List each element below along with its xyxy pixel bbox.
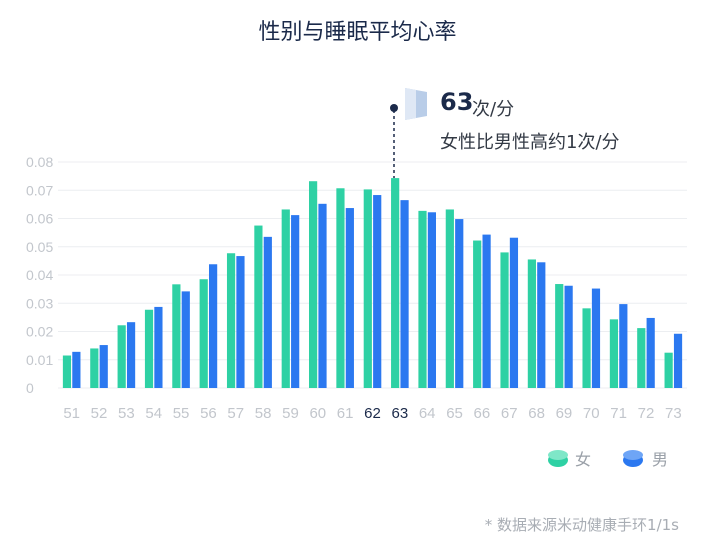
x-tick-label: 51 (63, 405, 80, 422)
bar-male-60 (318, 203, 327, 388)
bar-male-70 (591, 288, 601, 388)
bar-male-66 (482, 234, 491, 388)
bars (62, 178, 683, 388)
callout-dot (390, 104, 398, 112)
bar-male-54 (154, 306, 163, 388)
y-tick-label: 0.07 (26, 182, 53, 198)
bar-female-58 (254, 225, 263, 388)
bar-female-60 (309, 181, 318, 388)
chart-title: 性别与睡眠平均心率 (258, 20, 457, 45)
bar-male-61 (345, 208, 354, 388)
bar-male-67 (509, 237, 519, 388)
x-tick-label: 67 (501, 405, 518, 422)
legend-markers (548, 450, 643, 467)
x-tick-label: 71 (610, 405, 627, 422)
bar-female-59 (281, 209, 290, 388)
bar-female-62 (363, 189, 372, 388)
bar-male-62 (373, 195, 382, 388)
bar-female-72 (637, 328, 646, 388)
x-tick-label: 63 (392, 405, 409, 422)
y-tick-label: 0.05 (26, 239, 53, 255)
bar-female-53 (117, 325, 126, 388)
y-tick-label: 0.08 (26, 154, 53, 170)
bar-female-55 (172, 284, 181, 388)
x-tick-label: 69 (556, 405, 573, 422)
bar-female-54 (144, 309, 154, 388)
x-tick-labels: 51 52 53 54 55 56 57 58 59 60 61 62 63 64 65 66 67 68 69 70… (63, 405, 681, 422)
x-tick-label: 61 (337, 405, 354, 422)
x-tick-label: 72 (638, 405, 655, 422)
y-tick-label: 0.06 (26, 211, 53, 227)
legend-female-label: 女 (575, 450, 592, 469)
bar-female-73 (664, 352, 673, 388)
bar-female-70 (582, 308, 591, 388)
x-tick-label: 54 (145, 405, 162, 422)
callout-marker (390, 88, 427, 178)
x-tick-label: 53 (118, 405, 135, 422)
callout-text: 女性比男性高约1次/分 (440, 132, 620, 153)
bar-female-51 (62, 355, 72, 388)
bar-male-72 (646, 317, 655, 388)
bar-female-61 (336, 188, 345, 388)
x-tick-label: 68 (528, 405, 545, 422)
bar-female-65 (445, 209, 454, 388)
gridlines (58, 161, 687, 389)
x-tick-label: 52 (91, 405, 108, 422)
bar-male-68 (537, 262, 546, 388)
bar-male-52 (99, 345, 108, 388)
y-tick-label: 0.01 (26, 352, 53, 368)
bar-male-56 (209, 264, 218, 388)
bar-male-63 (400, 200, 409, 388)
bar-male-65 (455, 219, 464, 388)
bar-female-57 (226, 253, 236, 388)
bar-female-71 (609, 319, 619, 388)
x-tick-label: 58 (255, 405, 272, 422)
x-tick-label: 62 (364, 405, 381, 422)
bar-female-68 (527, 259, 536, 388)
bar-male-69 (564, 285, 573, 388)
data-source-note: * 数据来源米动健康手环1/1s (484, 516, 679, 534)
x-tick-label: 70 (583, 405, 600, 422)
bar-female-52 (90, 348, 99, 388)
y-tick-label: 0.03 (26, 295, 53, 311)
bar-male-58 (263, 236, 272, 388)
bar-female-66 (473, 240, 482, 388)
x-tick-label: 65 (446, 405, 463, 422)
bar-female-63 (391, 178, 400, 388)
y-tick-label: 0 (26, 380, 34, 396)
bar-female-69 (555, 284, 564, 388)
y-tick-label: 0.02 (26, 324, 53, 340)
x-tick-label: 66 (474, 405, 491, 422)
bar-male-59 (291, 215, 300, 388)
bar-male-71 (619, 304, 628, 388)
x-tick-label: 56 (200, 405, 217, 422)
x-tick-label: 64 (419, 405, 436, 422)
bar-male-73 (673, 333, 683, 388)
bar-male-53 (126, 322, 136, 388)
bar-male-64 (427, 212, 436, 388)
bar-female-64 (418, 210, 427, 388)
x-tick-label: 59 (282, 405, 299, 422)
bar-female-56 (199, 279, 208, 388)
x-tick-label: 73 (665, 405, 682, 422)
legend-male-label: 男 (652, 450, 669, 469)
bar-female-67 (500, 252, 509, 388)
y-tick-labels: 0 0.01 0.02 0.03 0.04 0.05 0.06 0.07 0.08 (26, 154, 53, 396)
x-tick-label: 57 (227, 405, 244, 422)
y-tick-label: 0.04 (26, 267, 53, 283)
callout-unit: 次/分 (472, 99, 515, 120)
x-tick-label: 60 (309, 405, 326, 422)
bar-male-55 (181, 291, 190, 388)
bar-male-57 (236, 256, 245, 388)
x-tick-label: 55 (173, 405, 190, 422)
callout-value: 63 (440, 88, 474, 116)
bar-male-51 (72, 351, 81, 388)
